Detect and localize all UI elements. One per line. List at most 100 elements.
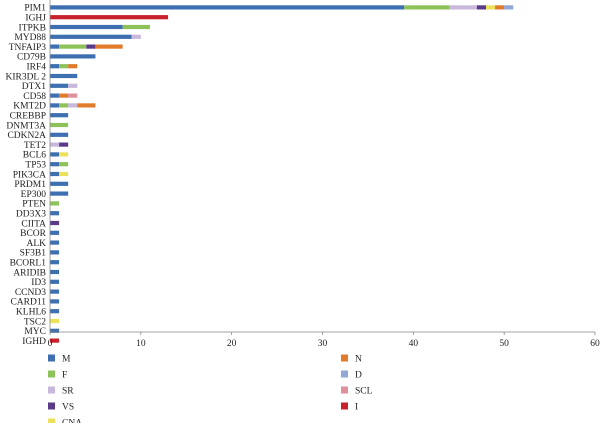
category-label: DD3X3 — [16, 210, 46, 220]
legend-swatch — [341, 354, 348, 362]
bar-segment — [50, 64, 60, 69]
category-label: PRDM1 — [14, 180, 46, 190]
category-label: MYC — [24, 327, 46, 337]
legend-swatch — [48, 386, 55, 394]
legend-swatch — [341, 402, 348, 410]
category-label: CDKN2A — [7, 131, 46, 141]
bar-segment — [504, 5, 514, 10]
bar-segment — [50, 132, 69, 137]
bar-segment — [50, 93, 60, 98]
bar-segment — [50, 73, 78, 79]
bar-segment — [50, 240, 60, 245]
bar-segment — [50, 201, 60, 206]
bar-segment — [50, 83, 69, 88]
category-label: CD58 — [23, 92, 46, 102]
bar-segment — [59, 103, 69, 108]
bar-segment — [50, 191, 69, 196]
category-label: TSC2 — [24, 317, 46, 327]
legend-label: SCL — [355, 387, 373, 397]
bar-segment — [50, 230, 60, 235]
bar-segment — [50, 309, 60, 314]
category-label: BCL6 — [23, 151, 46, 161]
category-label: PIK3CA — [13, 170, 46, 180]
bar-segment — [404, 5, 450, 10]
category-label: CD79B — [17, 53, 46, 63]
bar-segment — [59, 93, 69, 98]
bar-segment — [50, 260, 60, 265]
legend-label: F — [62, 371, 67, 381]
bar-segment — [50, 171, 60, 177]
category-label: DNMT3A — [6, 121, 46, 131]
category-label: KMT2D — [13, 102, 46, 112]
category-label: IGHJ — [25, 14, 46, 24]
category-label: IRF4 — [26, 63, 46, 73]
legend-swatch — [48, 370, 55, 378]
category-label: DTX1 — [22, 82, 47, 92]
category-label: CREBBP — [10, 112, 46, 122]
bar-segment — [68, 103, 78, 108]
bar-segment — [50, 15, 169, 20]
bar-segment — [50, 289, 60, 294]
bar-segment — [59, 152, 69, 157]
x-tick-label: 50 — [499, 339, 509, 349]
legend-label: CNA — [62, 419, 82, 423]
x-tick-label: 0 — [48, 339, 53, 349]
legend-swatch — [341, 370, 348, 378]
legend-label: N — [355, 355, 362, 365]
legend-label: I — [355, 403, 358, 413]
legend-swatch — [48, 418, 55, 423]
category-label: TP53 — [25, 161, 46, 171]
bar-segment — [68, 64, 78, 69]
category-label: PTEN — [22, 200, 46, 210]
category-label: CIITA — [21, 219, 46, 229]
category-label: MYD88 — [14, 33, 46, 43]
category-label: BCOR — [20, 229, 47, 239]
bar-group — [50, 5, 514, 343]
bar-segment — [50, 318, 60, 324]
bar-segment — [50, 5, 405, 10]
bar-segment — [495, 5, 505, 10]
legend-swatch — [48, 402, 55, 410]
legend: MF SR VS CNA ND SCL I — [48, 354, 373, 423]
category-label: KIR3DL 2 — [5, 72, 46, 82]
bar-segment — [50, 220, 60, 226]
bar-segment — [50, 211, 60, 216]
legend-label: D — [355, 371, 362, 381]
bar-segment — [50, 181, 69, 186]
bar-segment — [50, 44, 60, 49]
bar-segment — [50, 162, 60, 167]
category-label: CCND3 — [15, 288, 46, 298]
bar-segment — [122, 24, 150, 30]
x-tick-label: 40 — [409, 339, 419, 349]
bar-segment — [50, 269, 60, 275]
category-label: IGHD — [22, 337, 46, 347]
bar-segment — [50, 338, 60, 343]
category-label: BCORL1 — [10, 259, 47, 269]
legend-swatch — [341, 386, 348, 394]
category-label: TNFAIP3 — [9, 43, 47, 53]
legend-label: VS — [62, 403, 74, 413]
bar-segment — [77, 103, 96, 108]
bar-segment — [449, 5, 477, 10]
bar-segment — [50, 299, 60, 304]
category-label: KLHL6 — [16, 308, 46, 318]
category-label: ITPKB — [19, 23, 46, 33]
bar-segment — [50, 34, 132, 39]
bar-segment — [59, 64, 69, 69]
category-label: TET2 — [24, 141, 46, 151]
category-label: CARD11 — [10, 298, 46, 308]
legend-label: M — [62, 355, 71, 365]
x-tick-label: 20 — [227, 339, 237, 349]
bar-segment — [50, 279, 60, 284]
bar-segment — [50, 103, 60, 108]
legend-label: SR — [62, 387, 74, 397]
x-tick-label: 30 — [318, 339, 328, 349]
bar-segment — [486, 5, 496, 10]
bar-segment — [131, 34, 141, 39]
bar-segment — [95, 44, 123, 49]
bar-segment — [68, 83, 78, 88]
bar-segment — [50, 24, 123, 30]
bar-segment — [50, 122, 69, 128]
legend-swatch — [48, 354, 55, 362]
